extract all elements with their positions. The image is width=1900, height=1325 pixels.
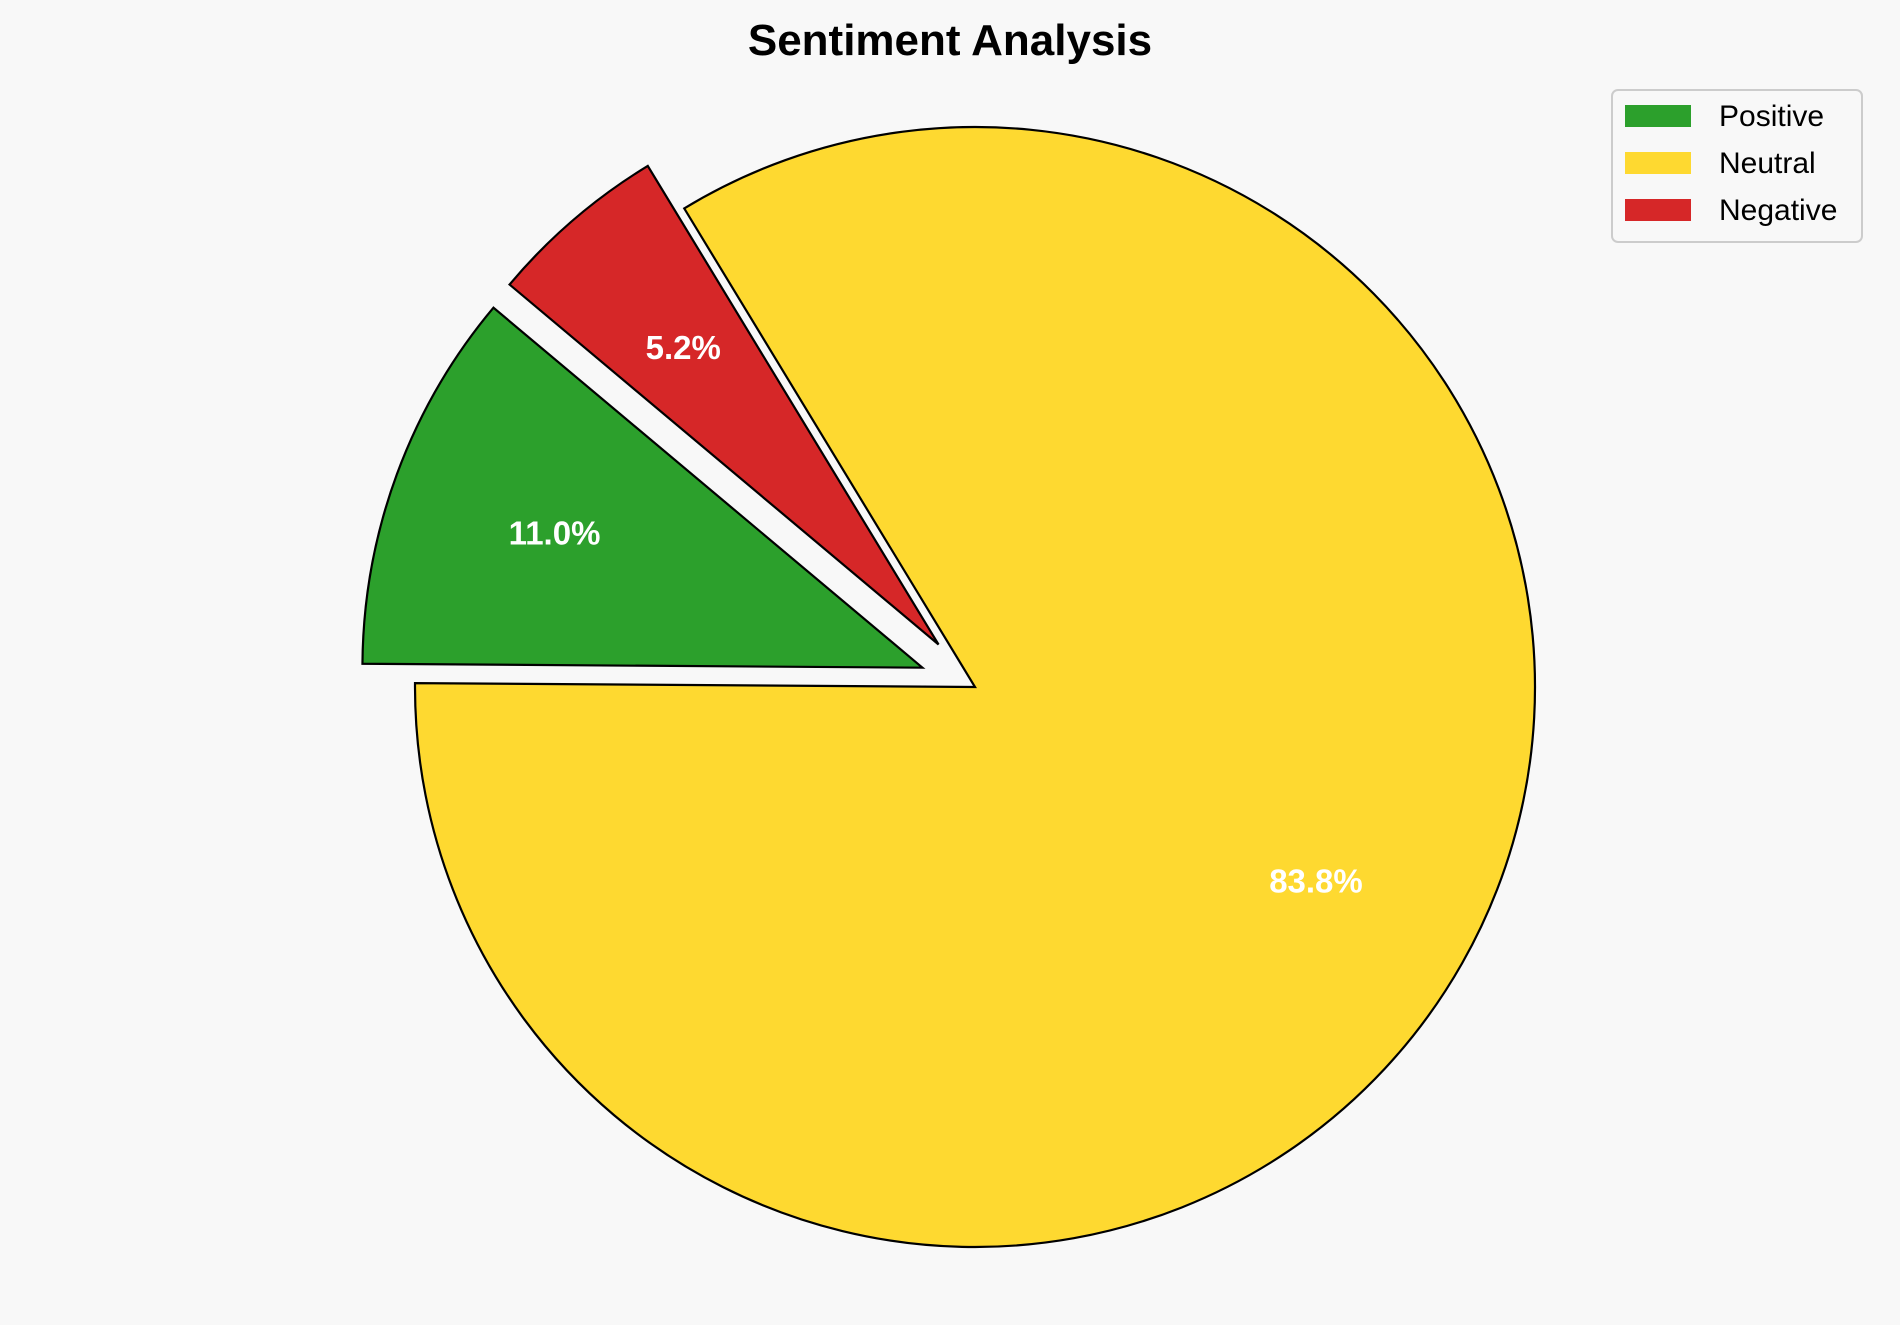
chart-title: Sentiment Analysis	[748, 16, 1152, 65]
pct-label-neutral: 83.8%	[1269, 862, 1363, 899]
pie-slices	[361, 125, 1537, 1249]
pie-slice-positive	[361, 306, 926, 669]
pct-label-positive: 11.0%	[509, 514, 601, 551]
legend: Positive Neutral Negative	[1611, 89, 1863, 243]
pie-labels: 11.0% 83.8% 5.2%	[509, 329, 1363, 899]
legend-label-neutral: Neutral	[1719, 147, 1816, 180]
pct-label-negative: 5.2%	[646, 329, 721, 366]
pie-slice-neutral	[413, 125, 1537, 1249]
legend-swatch-positive	[1625, 105, 1691, 127]
pie-slice-negative	[507, 164, 940, 646]
legend-swatch-neutral	[1625, 152, 1691, 174]
legend-label-negative: Negative	[1719, 194, 1837, 227]
legend-label-positive: Positive	[1719, 100, 1824, 133]
legend-swatch-negative	[1625, 199, 1691, 221]
